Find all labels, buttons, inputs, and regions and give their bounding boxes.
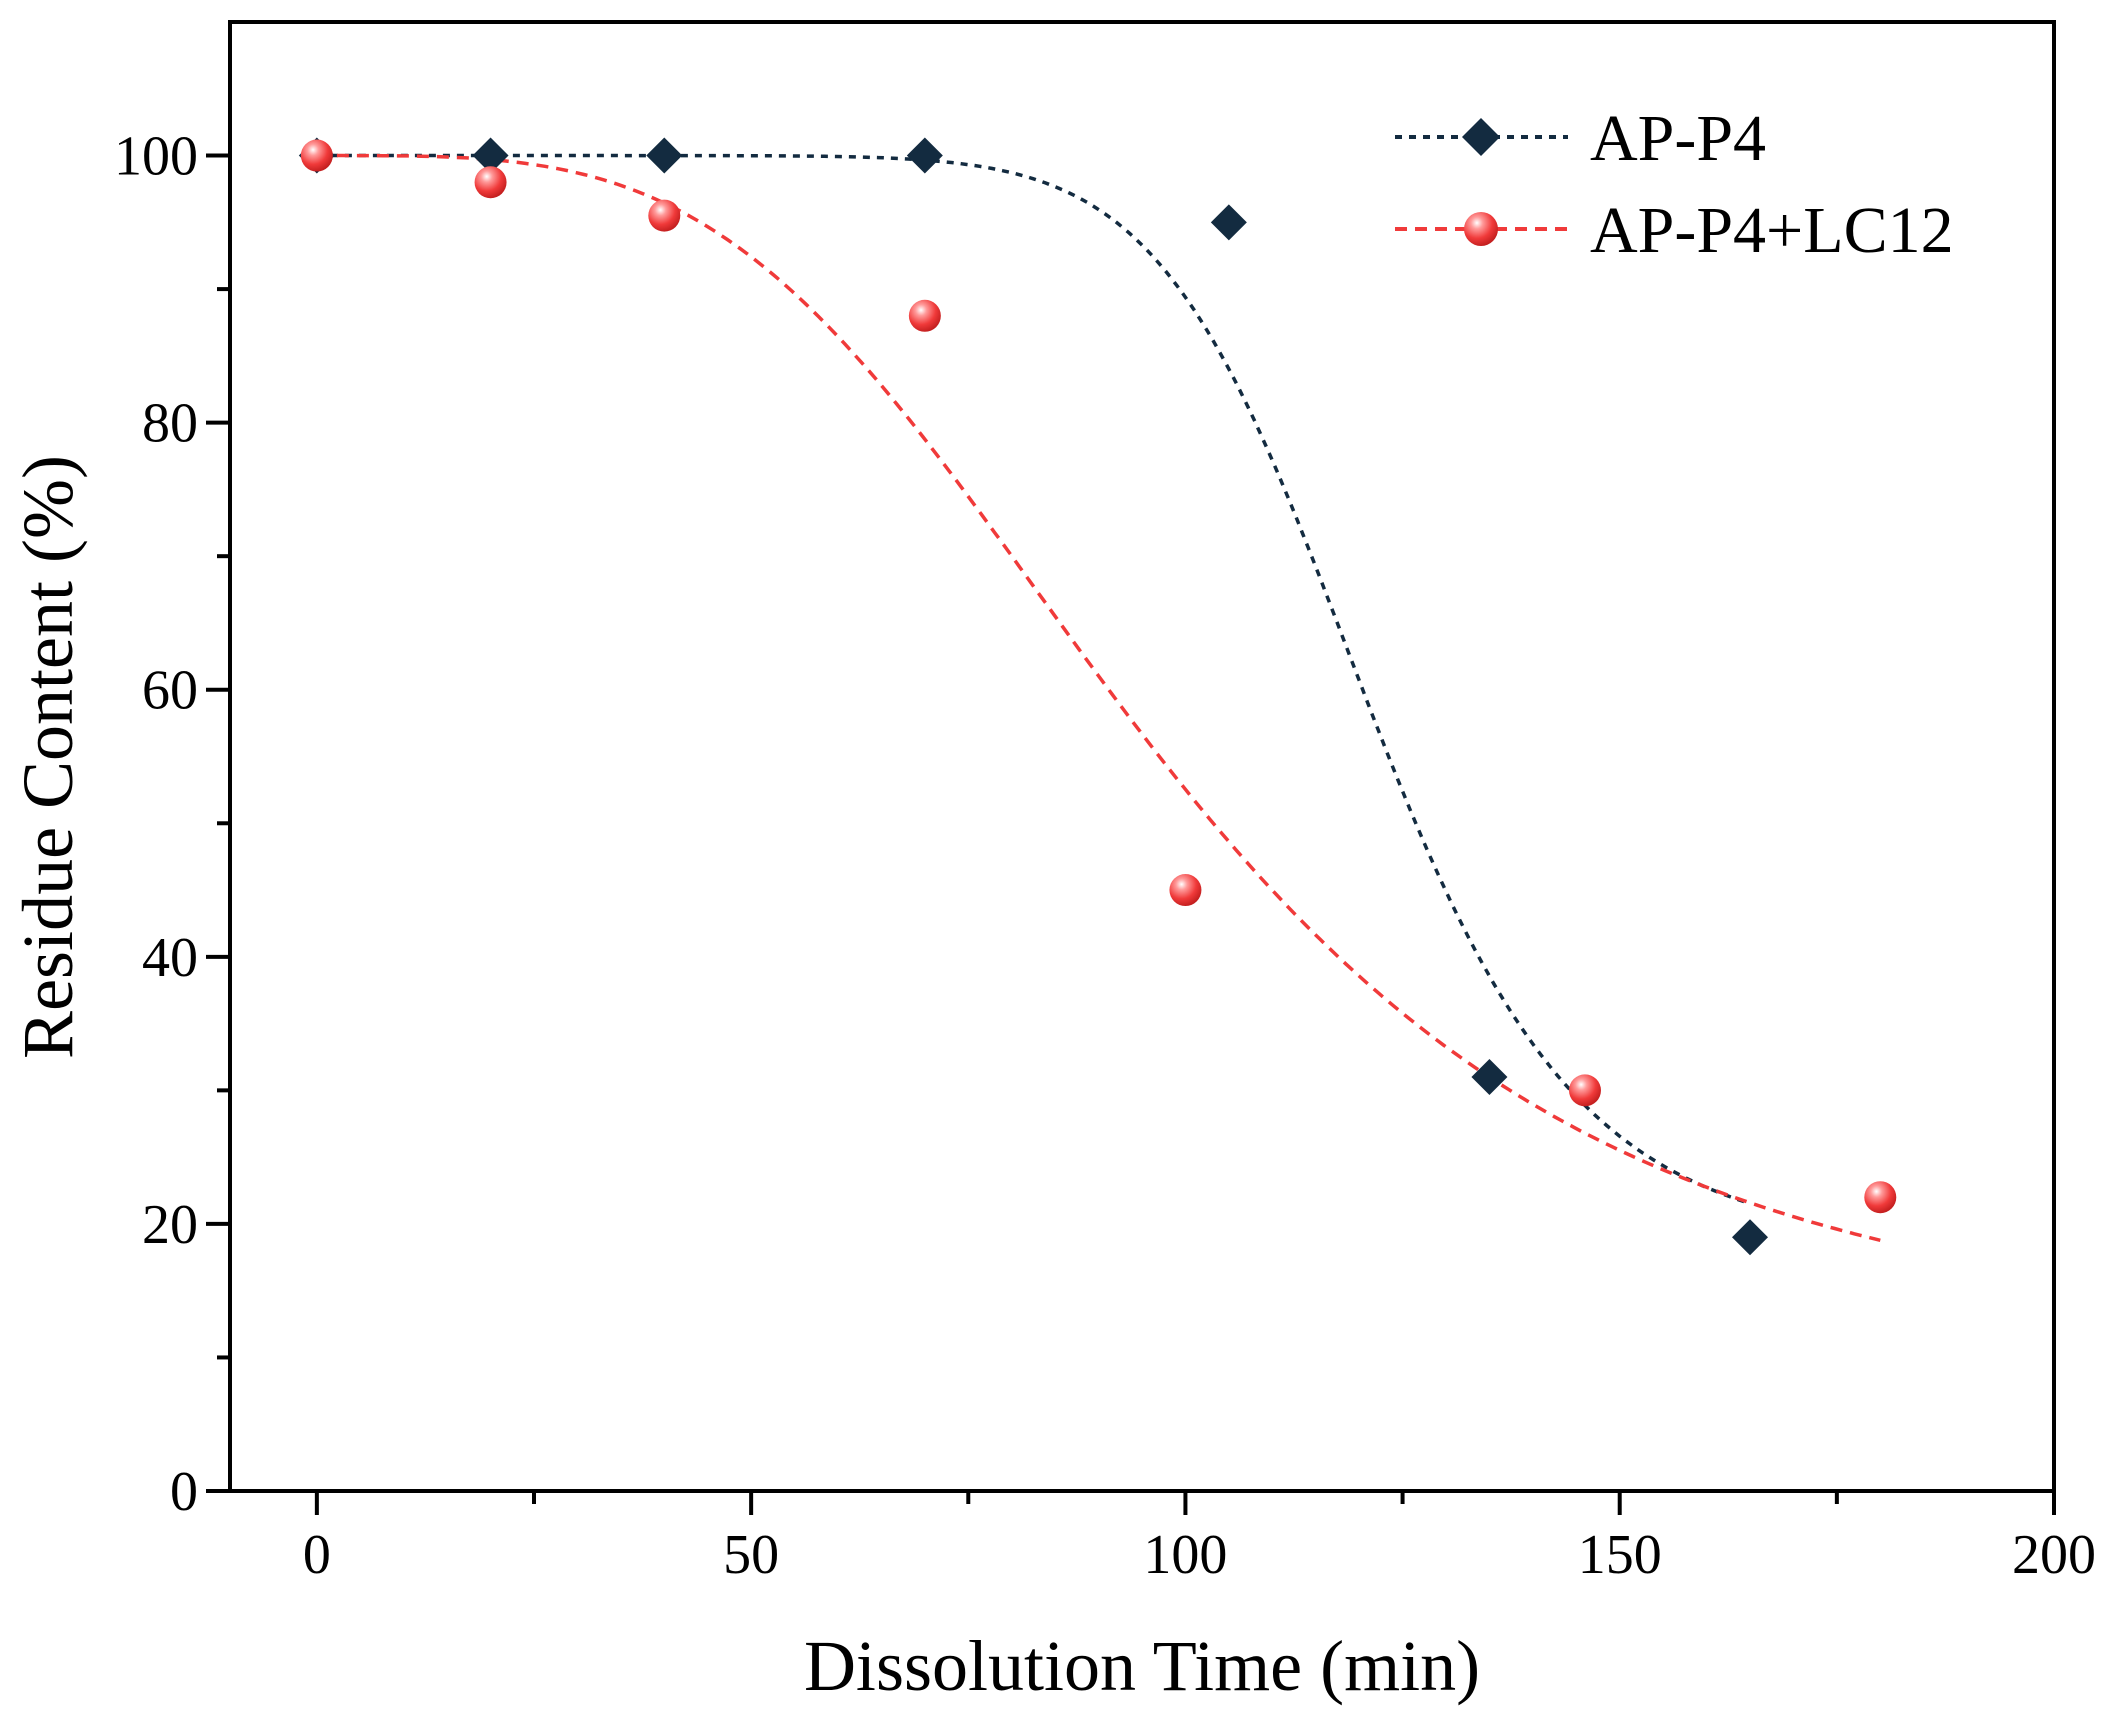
series-2-point (648, 199, 681, 232)
series-1-point (472, 137, 509, 174)
y-tick-label: 100 (114, 126, 198, 188)
series-1-point (906, 137, 943, 174)
axis-ticks: 0 50 100 150 200 0 20 40 60 80 100 (114, 126, 2096, 1586)
series-2-point (300, 139, 333, 172)
series-1-point (1210, 204, 1247, 241)
series-1-fit-line (316, 153, 1751, 1206)
y-axis-title: Residue Content (%) (8, 455, 88, 1059)
legend-marker (1464, 212, 1498, 246)
x-tick-label: 0 (303, 1524, 331, 1586)
series-2-point (1864, 1181, 1897, 1214)
x-tick-label: 100 (1143, 1524, 1227, 1586)
x-tick-label: 200 (2012, 1524, 2096, 1586)
series-1-point (1471, 1059, 1508, 1096)
legend: AP-P4 AP-P4+LC12 (1395, 102, 1954, 267)
series-2-point (1169, 874, 1202, 907)
plot-frame (228, 20, 2056, 1493)
series-1-point (646, 137, 683, 174)
y-tick-label: 20 (142, 1194, 198, 1256)
x-axis-title: Dissolution Time (min) (804, 1626, 1480, 1706)
series-2-point (1568, 1074, 1601, 1107)
legend-label: AP-P4+LC12 (1590, 194, 1954, 267)
legend-marker (1462, 118, 1500, 156)
fit-curves (316, 153, 1881, 1242)
legend-label: AP-P4 (1590, 102, 1766, 175)
series-1-point (1732, 1219, 1768, 1256)
data-points (298, 137, 1897, 1256)
y-tick-label: 60 (142, 660, 198, 722)
y-tick-label: 0 (170, 1461, 198, 1523)
series-2-fit-line (316, 153, 1881, 1242)
x-tick-label: 150 (1578, 1524, 1662, 1586)
series-2-point (908, 299, 941, 332)
series-2-point (474, 166, 507, 199)
x-tick-label: 50 (723, 1524, 779, 1586)
y-tick-label: 80 (142, 393, 198, 455)
y-tick-label: 40 (142, 927, 198, 989)
